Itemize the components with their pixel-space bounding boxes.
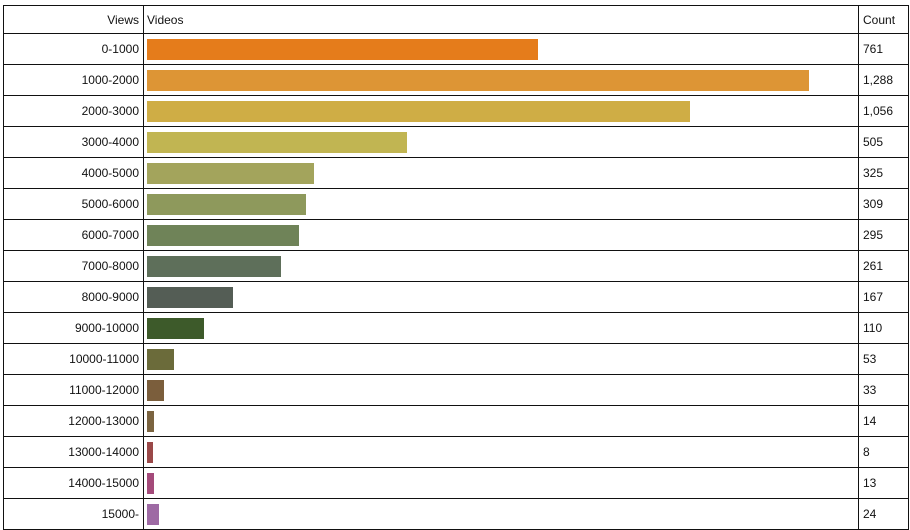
bar [147,503,160,525]
views-range: 0-1000 [3,33,144,65]
table-row: 12000-13000 14 [3,405,909,437]
count-value: 8 [858,436,909,468]
views-range: 2000-3000 [3,95,144,127]
table-row: 3000-4000 505 [3,126,909,158]
count-value: 325 [858,157,909,189]
views-range: 3000-4000 [3,126,144,158]
count-value: 261 [858,250,909,282]
count-value: 24 [858,498,909,530]
header-videos: Videos [143,5,859,34]
views-range: 11000-12000 [3,374,144,406]
table-row: 10000-11000 53 [3,343,909,375]
count-value: 295 [858,219,909,251]
count-value: 53 [858,343,909,375]
bar [147,441,153,463]
bar [147,100,690,122]
count-value: 1,288 [858,64,909,96]
bar [147,379,164,401]
table-row: 9000-10000 110 [3,312,909,344]
header-count: Count [858,5,909,34]
table-row: 5000-6000 309 [3,188,909,220]
views-range: 14000-15000 [3,467,144,499]
table-row: 11000-12000 33 [3,374,909,406]
count-value: 505 [858,126,909,158]
bar [147,255,282,277]
bar [147,317,204,339]
table-row: 7000-8000 261 [3,250,909,282]
count-value: 309 [858,188,909,220]
bar [147,286,233,308]
bar [147,472,154,494]
table-row: 1000-2000 1,288 [3,64,909,96]
views-histogram-table: Views Videos Count 0-1000 761 1000-2000 1… [3,5,909,530]
count-value: 13 [858,467,909,499]
table-row: 6000-7000 295 [3,219,909,251]
bar [147,193,306,215]
views-range: 7000-8000 [3,250,144,282]
views-range: 13000-14000 [3,436,144,468]
bar [147,348,175,370]
table-row: 14000-15000 13 [3,467,909,499]
bar [147,224,299,246]
views-range: 4000-5000 [3,157,144,189]
table-row: 2000-3000 1,056 [3,95,909,127]
views-range: 6000-7000 [3,219,144,251]
table-row: 8000-9000 167 [3,281,909,313]
views-range: 9000-10000 [3,312,144,344]
views-range: 12000-13000 [3,405,144,437]
views-range: 15000- [3,498,144,530]
bar [147,410,155,432]
table-row: 15000- 24 [3,498,909,530]
views-range: 8000-9000 [3,281,144,313]
count-value: 761 [858,33,909,65]
bar [147,38,539,60]
bar [147,131,407,153]
table-row: 4000-5000 325 [3,157,909,189]
views-range: 10000-11000 [3,343,144,375]
bar [147,69,810,91]
count-value: 14 [858,405,909,437]
views-range: 5000-6000 [3,188,144,220]
count-value: 167 [858,281,909,313]
count-value: 110 [858,312,909,344]
table-row: 13000-14000 8 [3,436,909,468]
views-range: 1000-2000 [3,64,144,96]
count-value: 1,056 [858,95,909,127]
bar [147,162,315,184]
header-views: Views [3,5,144,34]
count-value: 33 [858,374,909,406]
table-row: 0-1000 761 [3,33,909,65]
